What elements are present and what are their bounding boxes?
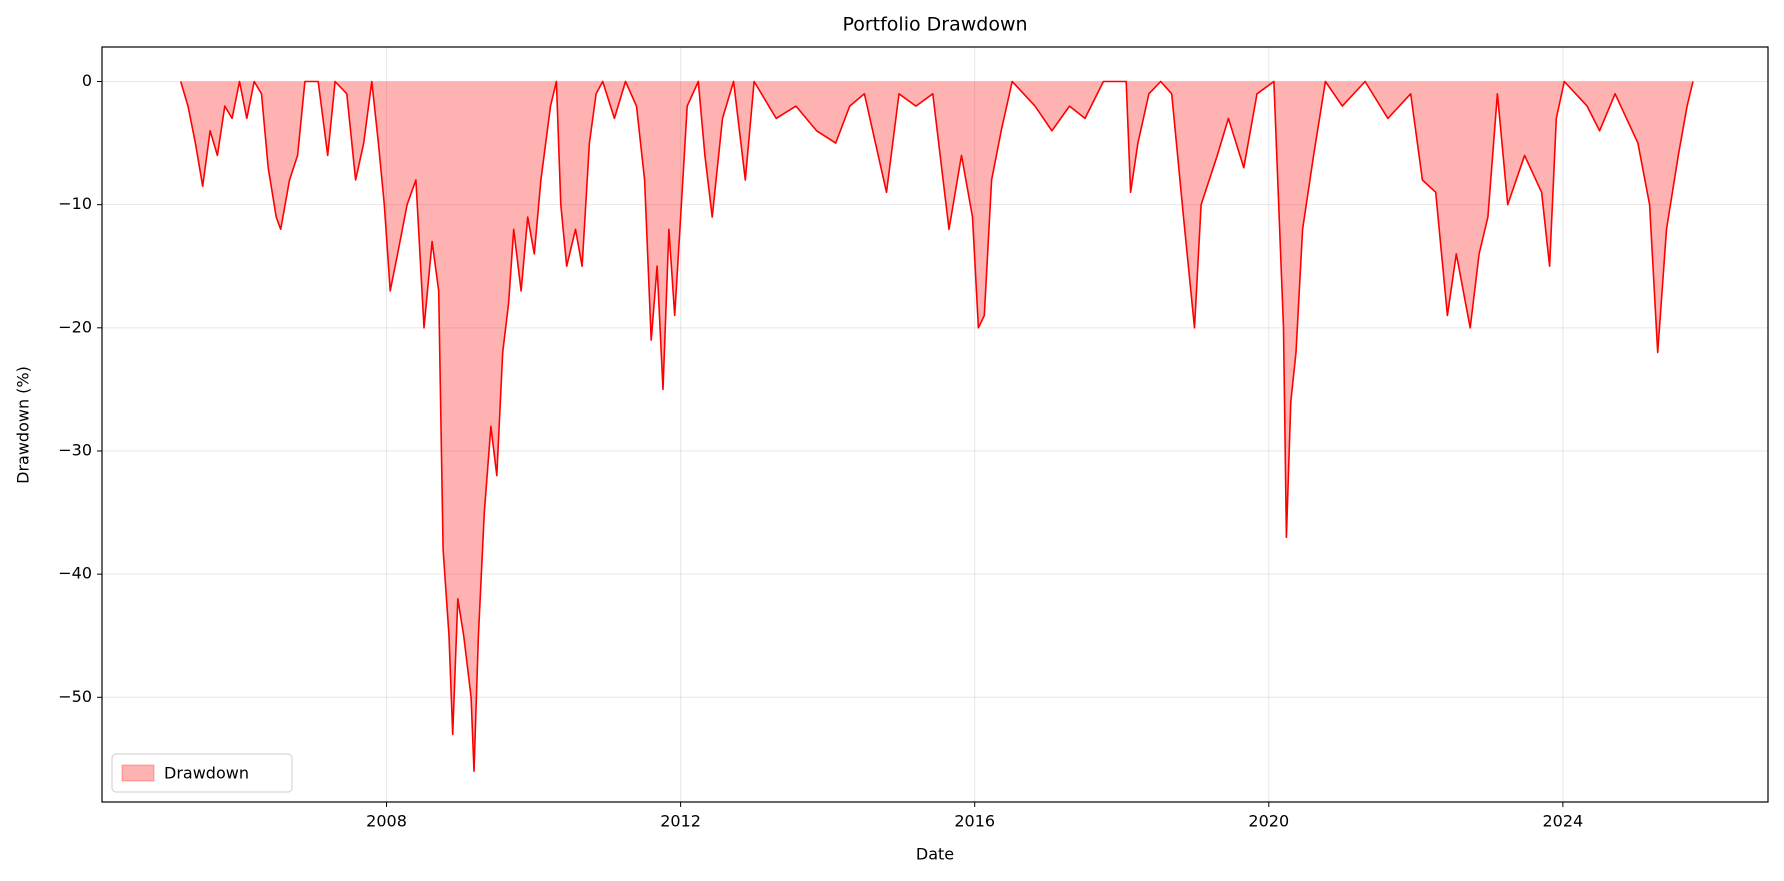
y-tick-label: −50 — [58, 687, 92, 706]
y-tick-label: −20 — [58, 317, 92, 336]
x-tick-label: 2008 — [366, 812, 407, 831]
drawdown-area — [180, 81, 1694, 772]
x-tick-label: 2024 — [1543, 812, 1584, 831]
y-tick-label: −40 — [58, 564, 92, 583]
x-tick-label: 2012 — [660, 812, 701, 831]
y-axis-label: Drawdown (%) — [14, 366, 33, 484]
chart-title: Portfolio Drawdown — [842, 14, 1027, 36]
x-tick-label: 2016 — [954, 812, 995, 831]
y-tick-label: 0 — [82, 71, 92, 90]
x-tick-label: 2020 — [1248, 812, 1289, 831]
legend-swatch — [121, 764, 155, 782]
legend-label: Drawdown — [164, 764, 249, 783]
x-axis-label: Date — [916, 845, 954, 864]
legend-box — [111, 753, 293, 793]
y-tick-label: −10 — [58, 194, 92, 213]
y-tick-label: −30 — [58, 440, 92, 459]
plot-frame — [101, 46, 1769, 803]
drawdown-line — [179, 80, 1694, 772]
